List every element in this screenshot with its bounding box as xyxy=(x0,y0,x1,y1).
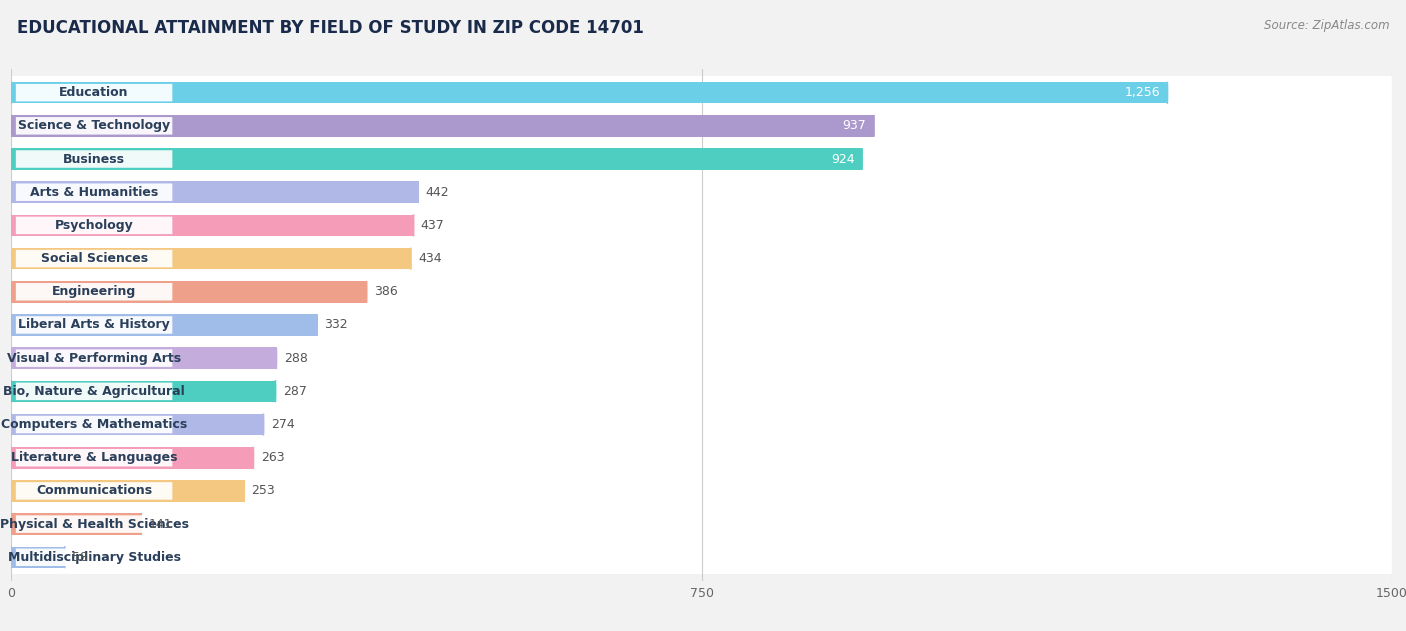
Text: Social Sciences: Social Sciences xyxy=(41,252,148,265)
Bar xyxy=(11,215,413,236)
Bar xyxy=(11,546,65,568)
Text: EDUCATIONAL ATTAINMENT BY FIELD OF STUDY IN ZIP CODE 14701: EDUCATIONAL ATTAINMENT BY FIELD OF STUDY… xyxy=(17,19,644,37)
Bar xyxy=(11,348,277,369)
Text: Bio, Nature & Agricultural: Bio, Nature & Agricultural xyxy=(3,385,186,398)
Bar xyxy=(11,314,316,336)
Bar xyxy=(11,148,862,170)
Text: Liberal Arts & History: Liberal Arts & History xyxy=(18,319,170,331)
FancyBboxPatch shape xyxy=(15,84,173,102)
Text: 288: 288 xyxy=(284,351,308,365)
Text: Communications: Communications xyxy=(37,485,152,497)
Text: 253: 253 xyxy=(252,485,276,497)
Bar xyxy=(11,541,1392,574)
Bar xyxy=(11,242,1392,275)
FancyBboxPatch shape xyxy=(15,184,173,201)
Bar xyxy=(11,441,1392,475)
Bar xyxy=(11,309,1392,341)
Text: Business: Business xyxy=(63,153,125,165)
Text: Engineering: Engineering xyxy=(52,285,136,298)
FancyBboxPatch shape xyxy=(15,416,173,433)
Bar xyxy=(11,341,1392,375)
Bar xyxy=(11,275,1392,309)
FancyBboxPatch shape xyxy=(15,548,173,566)
Text: Multidisciplinary Studies: Multidisciplinary Studies xyxy=(7,551,180,563)
Bar xyxy=(11,175,1392,209)
FancyBboxPatch shape xyxy=(15,216,173,234)
Bar xyxy=(11,507,1392,541)
Bar xyxy=(11,480,245,502)
Text: Source: ZipAtlas.com: Source: ZipAtlas.com xyxy=(1264,19,1389,32)
FancyBboxPatch shape xyxy=(15,382,173,400)
Bar xyxy=(11,380,276,402)
Text: 924: 924 xyxy=(831,153,855,165)
Text: 263: 263 xyxy=(260,451,284,464)
Text: Computers & Mathematics: Computers & Mathematics xyxy=(1,418,187,431)
Bar xyxy=(11,475,1392,507)
Text: Science & Technology: Science & Technology xyxy=(18,119,170,133)
Text: 437: 437 xyxy=(420,219,444,232)
Bar xyxy=(11,109,1392,143)
Text: 287: 287 xyxy=(283,385,307,398)
Bar xyxy=(11,375,1392,408)
Text: 274: 274 xyxy=(271,418,295,431)
Text: Education: Education xyxy=(59,86,129,99)
Text: Literature & Languages: Literature & Languages xyxy=(11,451,177,464)
Bar xyxy=(11,82,1167,103)
Bar xyxy=(11,209,1392,242)
Bar xyxy=(11,414,263,435)
Bar xyxy=(11,76,1392,109)
FancyBboxPatch shape xyxy=(15,482,173,500)
Text: Visual & Performing Arts: Visual & Performing Arts xyxy=(7,351,181,365)
Bar xyxy=(11,281,367,302)
FancyBboxPatch shape xyxy=(15,117,173,134)
Text: 937: 937 xyxy=(842,119,866,133)
Text: Psychology: Psychology xyxy=(55,219,134,232)
FancyBboxPatch shape xyxy=(15,283,173,300)
Bar xyxy=(11,182,418,203)
FancyBboxPatch shape xyxy=(15,150,173,168)
Text: 442: 442 xyxy=(426,186,449,199)
FancyBboxPatch shape xyxy=(15,316,173,334)
Text: Arts & Humanities: Arts & Humanities xyxy=(30,186,159,199)
Text: 332: 332 xyxy=(325,319,347,331)
FancyBboxPatch shape xyxy=(15,449,173,466)
FancyBboxPatch shape xyxy=(15,350,173,367)
Text: 141: 141 xyxy=(149,517,172,531)
Text: 1,256: 1,256 xyxy=(1125,86,1160,99)
Bar xyxy=(11,248,411,269)
Text: 58: 58 xyxy=(72,551,89,563)
FancyBboxPatch shape xyxy=(15,516,173,533)
Text: 434: 434 xyxy=(418,252,441,265)
Bar xyxy=(11,115,873,137)
Bar xyxy=(11,513,141,535)
FancyBboxPatch shape xyxy=(15,250,173,268)
Text: 386: 386 xyxy=(374,285,398,298)
Text: Physical & Health Sciences: Physical & Health Sciences xyxy=(0,517,188,531)
Bar xyxy=(11,143,1392,175)
Bar xyxy=(11,408,1392,441)
Bar xyxy=(11,447,253,468)
